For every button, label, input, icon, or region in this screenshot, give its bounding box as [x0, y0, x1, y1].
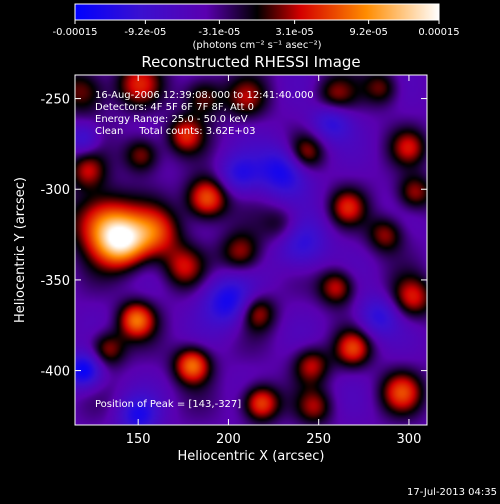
colorbar-ticks: -0.00015 -9.2e-05 -3.1e-05 3.1e-05 9.2e-05 0.… [53, 20, 460, 38]
y-tick-label: -300 [40, 183, 70, 198]
colorbar-tick-label: -0.00015 [53, 27, 98, 38]
colorbar-frame [74, 3, 440, 21]
x-axis-ticks: 150 200 250 300 [126, 75, 422, 447]
x-axis-label: Heliocentric X (arcsec) [178, 449, 325, 464]
chart-title: Reconstructed RHESSI Image [141, 53, 360, 71]
y-axis-label: Heliocentric Y (arcsec) [13, 177, 28, 323]
colorbar [75, 4, 439, 20]
colorbar-unit-label: (photons cm⁻² s⁻¹ asec⁻²) [192, 40, 321, 51]
footer-timestamp: 17-Jul-2013 04:35 [407, 487, 497, 498]
y-tick-label: -250 [40, 93, 70, 108]
y-tick-label: -350 [40, 274, 70, 289]
annotation-time-range: 16-Aug-2006 12:39:08.000 to 12:41:40.000 [95, 90, 314, 101]
annotation-peak-position: Position of Peak = [143,-327] [95, 399, 241, 410]
y-axis-ticks: -250 -300 -350 -400 [40, 93, 427, 380]
x-tick-label: 300 [397, 432, 422, 447]
colorbar-tick-label: 9.2e-05 [349, 27, 387, 38]
colorbar-tick-label: -3.1e-05 [198, 27, 240, 38]
x-tick-label: 200 [216, 432, 241, 447]
annotation-method-counts: Clean Total counts: 3.62E+03 [95, 126, 255, 137]
colorbar-tick-label: 0.00015 [418, 27, 459, 38]
annotation-detectors: Detectors: 4F 5F 6F 7F 8F, Att 0 [95, 102, 254, 113]
heatmap-image [75, 75, 427, 425]
x-tick-label: 150 [126, 432, 151, 447]
x-tick-label: 250 [306, 432, 331, 447]
annotation-energy-range: Energy Range: 25.0 - 50.0 keV [95, 114, 248, 125]
y-tick-label: -400 [40, 365, 70, 380]
plot-frame [74, 74, 428, 426]
colorbar-tick-label: 3.1e-05 [275, 27, 313, 38]
colorbar-tick-label: -9.2e-05 [124, 27, 166, 38]
